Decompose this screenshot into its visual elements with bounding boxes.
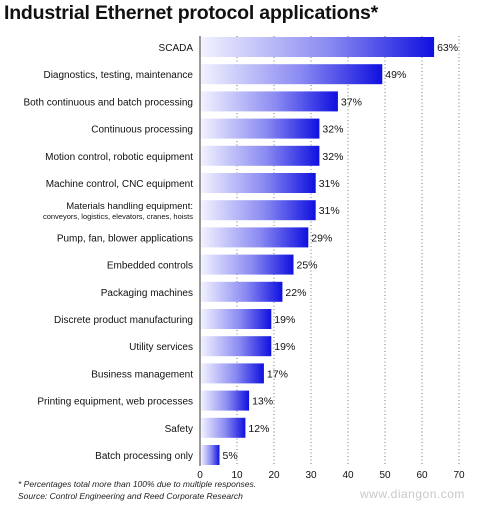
category-label-11: Utility services bbox=[129, 342, 193, 353]
bar-6 bbox=[201, 200, 316, 221]
x-tick-label-40: 40 bbox=[342, 470, 354, 481]
bar-value-label-14: 12% bbox=[248, 423, 269, 435]
bar-value-label-11: 19% bbox=[274, 341, 295, 353]
bar-8 bbox=[201, 254, 294, 275]
bar-value-label-5: 31% bbox=[319, 178, 340, 190]
category-label-9: Packaging machines bbox=[101, 288, 193, 299]
chart-title: Industrial Ethernet protocol application… bbox=[4, 2, 379, 24]
bar-1 bbox=[201, 64, 383, 85]
bar-value-label-8: 25% bbox=[297, 260, 318, 272]
category-label-8: Embedded controls bbox=[107, 261, 193, 272]
bar-13 bbox=[201, 390, 250, 411]
bar-value-label-4: 32% bbox=[322, 151, 343, 163]
footnote-percentages: * Percentages total more than 100% due t… bbox=[18, 479, 257, 489]
bar-0 bbox=[201, 37, 435, 57]
bar-value-label-0: 63% bbox=[437, 42, 458, 54]
x-tick-label-0: 0 bbox=[197, 470, 203, 481]
bar-12 bbox=[201, 363, 264, 384]
bar-value-label-12: 17% bbox=[267, 368, 288, 380]
bar-2 bbox=[201, 91, 338, 112]
x-tick-label-50: 50 bbox=[379, 470, 391, 481]
bar-value-label-6: 31% bbox=[319, 205, 340, 217]
category-label-13: Printing equipment, web processes bbox=[37, 397, 193, 408]
category-label-12: Business management bbox=[91, 369, 193, 380]
bar-14 bbox=[201, 417, 246, 438]
category-label-6-line-2: conveyors, logistics, elevators, cranes,… bbox=[43, 212, 193, 221]
bar-15 bbox=[201, 445, 220, 465]
x-tick-label-70: 70 bbox=[453, 470, 465, 481]
category-label-2: Both continuous and batch processing bbox=[23, 97, 193, 108]
footnote-source: Source: Control Engineering and Reed Cor… bbox=[18, 491, 243, 501]
watermark: www.diangon.com bbox=[360, 487, 465, 501]
bar-value-label-3: 32% bbox=[322, 124, 343, 136]
category-label-7: Pump, fan, blower applications bbox=[57, 233, 193, 244]
x-tick-label-30: 30 bbox=[305, 470, 317, 481]
bar-value-label-10: 19% bbox=[274, 314, 295, 326]
x-tick-label-10: 10 bbox=[231, 470, 243, 481]
bar-3 bbox=[201, 118, 320, 139]
bar-4 bbox=[201, 145, 320, 166]
category-label-14: Safety bbox=[165, 424, 193, 435]
category-label-3: Continuous processing bbox=[91, 125, 193, 136]
x-tick-label-20: 20 bbox=[268, 470, 280, 481]
category-label-15: Batch processing only bbox=[95, 451, 193, 462]
category-label-4: Motion control, robotic equipment bbox=[45, 152, 193, 163]
bar-10 bbox=[201, 309, 272, 329]
bar-11 bbox=[201, 336, 272, 357]
bar-value-label-9: 22% bbox=[285, 287, 306, 299]
x-tick-label-60: 60 bbox=[416, 470, 428, 481]
category-label-1: Diagnostics, testing, maintenance bbox=[43, 70, 193, 81]
bar-value-label-1: 49% bbox=[385, 69, 406, 81]
bar-value-label-13: 13% bbox=[252, 396, 273, 408]
category-label-10: Discrete product manufacturing bbox=[54, 315, 193, 326]
bar-value-label-7: 29% bbox=[311, 232, 332, 244]
category-label-5: Machine control, CNC equipment bbox=[46, 179, 194, 190]
bar-5 bbox=[201, 173, 316, 193]
category-label-0: SCADA bbox=[159, 43, 194, 54]
bar-7 bbox=[201, 227, 309, 248]
category-label-6-line-1: Materials handling equipment: bbox=[66, 201, 193, 212]
bar-value-label-2: 37% bbox=[341, 96, 362, 108]
bar-9 bbox=[201, 281, 283, 302]
bar-value-label-15: 5% bbox=[223, 450, 238, 462]
